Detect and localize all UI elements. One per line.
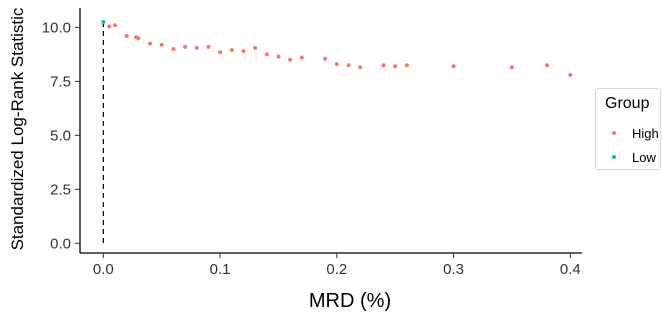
ticks-layer: 0.0 0.1 0.2 0.3 0.4 0.0 2.5 5.0 7.5 10.0 bbox=[42, 19, 581, 278]
data-point-high bbox=[241, 49, 246, 54]
data-point-high bbox=[183, 44, 188, 49]
y-tick-label: 5.0 bbox=[50, 127, 71, 144]
legend-label-high: High bbox=[632, 125, 659, 141]
y-tick-label: 2.5 bbox=[50, 181, 71, 198]
data-point-high bbox=[544, 63, 549, 68]
legend-key-low bbox=[612, 155, 616, 159]
legend-key-high bbox=[612, 131, 616, 135]
data-point-high bbox=[299, 55, 304, 60]
data-point-high bbox=[264, 52, 269, 57]
legend: Group High Low bbox=[595, 88, 661, 170]
y-axis-title: Standardized Log-Rank Statistic bbox=[8, 7, 27, 250]
data-point-high bbox=[148, 41, 153, 46]
x-axis-title: MRD (%) bbox=[309, 290, 391, 312]
data-point-high bbox=[404, 63, 409, 68]
legend-title: Group bbox=[605, 95, 650, 112]
legend-item-low: Low bbox=[605, 145, 660, 169]
data-point-high bbox=[393, 64, 398, 69]
x-tick-label: 0.2 bbox=[326, 261, 347, 278]
data-point-high bbox=[171, 47, 176, 52]
data-point-high bbox=[107, 24, 112, 29]
data-point-low bbox=[101, 20, 106, 25]
data-point-high bbox=[288, 57, 293, 62]
legend-item-high: High bbox=[605, 121, 660, 145]
x-tick-label: 0.0 bbox=[93, 261, 114, 278]
data-point-high bbox=[159, 42, 164, 47]
data-point-high bbox=[358, 65, 363, 70]
data-point-high bbox=[194, 45, 199, 50]
legend-label-low: Low bbox=[632, 149, 656, 165]
data-point-high bbox=[451, 64, 456, 69]
data-point-high bbox=[276, 54, 281, 59]
data-point-high bbox=[113, 23, 118, 28]
data-point-high bbox=[346, 63, 351, 68]
y-tick-label: 10.0 bbox=[42, 19, 71, 36]
data-point-high bbox=[381, 63, 386, 68]
data-point-high bbox=[568, 72, 573, 77]
data-point-high bbox=[218, 50, 223, 55]
x-tick-label: 0.4 bbox=[560, 261, 581, 278]
data-point-high bbox=[229, 48, 234, 53]
x-tick-label: 0.3 bbox=[443, 261, 464, 278]
data-point-high bbox=[206, 44, 211, 49]
data-point-high bbox=[136, 36, 141, 41]
data-point-high bbox=[124, 34, 129, 39]
data-point-high bbox=[253, 45, 258, 50]
data-point-high bbox=[509, 65, 514, 70]
axes bbox=[79, 8, 582, 254]
data-point-high bbox=[334, 62, 339, 67]
x-tick-label: 0.1 bbox=[210, 261, 231, 278]
points-layer bbox=[101, 20, 573, 77]
y-tick-label: 0.0 bbox=[50, 235, 71, 252]
y-tick-label: 7.5 bbox=[50, 73, 71, 90]
data-point-high bbox=[323, 56, 328, 61]
